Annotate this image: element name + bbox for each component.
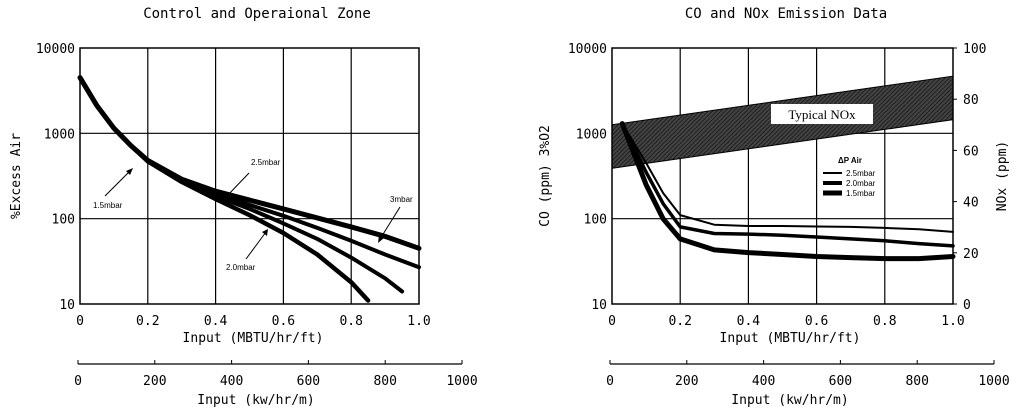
nox-band-label: Typical NOx [788, 107, 856, 122]
nox-label-box [771, 104, 873, 124]
right-x-tick-0.4: 0.4 [737, 314, 761, 329]
left-x-tick-0.6: 0.6 [272, 314, 295, 329]
right-series-2.0mbar [620, 121, 955, 248]
legend: ΔP Air 2.5mbar 2.0mbar 1.5mbar [819, 155, 881, 202]
right-x-tick-0.2: 0.2 [668, 314, 691, 329]
left-sec-tick-0: 0 [74, 374, 82, 389]
chart-left-title: Control and Operaional Zone [143, 6, 371, 22]
annotation-leader-2.0mbar [245, 231, 267, 260]
left-y-tick-10000: 10000 [36, 42, 75, 57]
left-series-3mbar [78, 75, 421, 270]
right-x-tick-0.6: 0.6 [805, 314, 828, 329]
chart-left: Control and Operaional Zone 0 0.2 0.4 0.6 0.… [9, 6, 478, 408]
right-sec-tick-400: 400 [752, 374, 775, 389]
right-series-2.5mbar [621, 122, 954, 233]
right-y-axis-label: CO (ppm) 3%O2 [538, 125, 553, 227]
left-x-tick-0.2: 0.2 [136, 314, 159, 329]
right-series-1.5mbar [619, 121, 956, 262]
right-y2-tick-60: 60 [963, 144, 979, 159]
annotation-arrow-2.5mbar [224, 192, 231, 200]
right-sec-tick-200: 200 [675, 374, 698, 389]
left-series-2.0mbar [77, 75, 371, 303]
annotation-1.5mbar: 1.5mbar [93, 201, 123, 210]
right-x-tick-0.8: 0.8 [873, 314, 896, 329]
left-series-group [77, 75, 422, 303]
right-sec-tick-600: 600 [829, 374, 852, 389]
left-y-tick-10: 10 [59, 298, 75, 313]
left-x-ticks: 0 0.2 0.4 0.6 0.8 1.0 [76, 314, 431, 329]
right-x-axis-label: Input (MBTU/hr/ft) [720, 331, 861, 346]
right-y2-tick-100: 100 [963, 42, 986, 57]
right-sec-tick-800: 800 [905, 374, 928, 389]
annotation-3mbar: 3mbar [390, 195, 413, 204]
right-y2-axis-label: NOx (ppm) [995, 141, 1010, 211]
left-x-tick-1.0: 1.0 [407, 314, 430, 329]
legend-label-2.5mbar: 2.5mbar [846, 169, 876, 178]
left-x-axis-label: Input (MBTU/hr/ft) [183, 331, 324, 346]
left-y-tick-1000: 1000 [44, 127, 75, 142]
left-sec-tick-1000: 1000 [446, 374, 477, 389]
annotation-leader-3mbar [379, 206, 401, 240]
right-plot-frame [611, 47, 954, 305]
left-secondary-axis-label: Input (kw/hr/m) [197, 393, 314, 408]
annotation-leader-2.5mbar [225, 172, 250, 198]
left-x-tick-0.4: 0.4 [204, 314, 228, 329]
right-series-group [619, 121, 956, 262]
left-plot-frame [79, 47, 420, 305]
annotation-arrow-1.5mbar [126, 168, 133, 175]
right-y2-tick-0: 0 [963, 298, 971, 313]
right-sec-tick-0: 0 [606, 374, 614, 389]
left-series-2.5mbar [78, 75, 405, 294]
right-secondary-ticks: 0 200 400 600 800 1000 [606, 360, 1010, 389]
right-y2-tick-20: 20 [963, 247, 979, 262]
legend-title: ΔP Air [838, 156, 862, 165]
right-y2-tick-80: 80 [963, 93, 979, 108]
left-y-tick-100: 100 [52, 213, 75, 228]
annotation-arrow-3mbar [378, 235, 384, 243]
annotation-leader-1.5mbar [104, 170, 131, 197]
left-sec-tick-200: 200 [143, 374, 166, 389]
right-x-ticks: 0 0.2 0.4 0.6 0.8 1.0 [608, 314, 965, 329]
left-sec-tick-400: 400 [220, 374, 243, 389]
right-y-tick-100: 100 [584, 213, 607, 228]
annotation-arrow-2.0mbar [262, 229, 268, 236]
legend-label-1.5mbar: 1.5mbar [846, 189, 876, 198]
left-x-tick-0: 0 [76, 314, 84, 329]
right-y-ticks: 10 100 1000 10000 [568, 42, 607, 313]
chart-right: CO and NOx Emission Data Typical NOx ΔP … [538, 6, 1010, 408]
right-y2-tick-40: 40 [963, 196, 979, 211]
left-y-axis-label: %Excess Air [9, 133, 24, 219]
right-sec-tick-1000: 1000 [978, 374, 1009, 389]
left-sec-tick-600: 600 [297, 374, 320, 389]
right-y-tick-10: 10 [591, 298, 607, 313]
right-secondary-axis-label: Input (kw/hr/m) [731, 393, 848, 408]
right-x-tick-0: 0 [608, 314, 616, 329]
right-x-tick-1.0: 1.0 [941, 314, 964, 329]
left-grid [80, 48, 419, 304]
left-x-tick-0.8: 0.8 [339, 314, 362, 329]
left-sec-tick-800: 800 [373, 374, 396, 389]
left-series-1.5mbar [77, 75, 422, 251]
right-y-tick-1000: 1000 [576, 127, 607, 142]
chart-right-title: CO and NOx Emission Data [685, 6, 887, 22]
right-y-tick-10000: 10000 [568, 42, 607, 57]
annotation-2.5mbar: 2.5mbar [251, 158, 281, 167]
annotation-2.0mbar: 2.0mbar [226, 263, 256, 272]
right-y2-ticks: 0 20 40 60 80 100 [953, 42, 986, 313]
legend-label-2.0mbar: 2.0mbar [846, 179, 876, 188]
left-secondary-ticks: 0 200 400 600 800 1000 [74, 360, 478, 389]
left-y-ticks: 10 100 1000 10000 [36, 42, 75, 313]
